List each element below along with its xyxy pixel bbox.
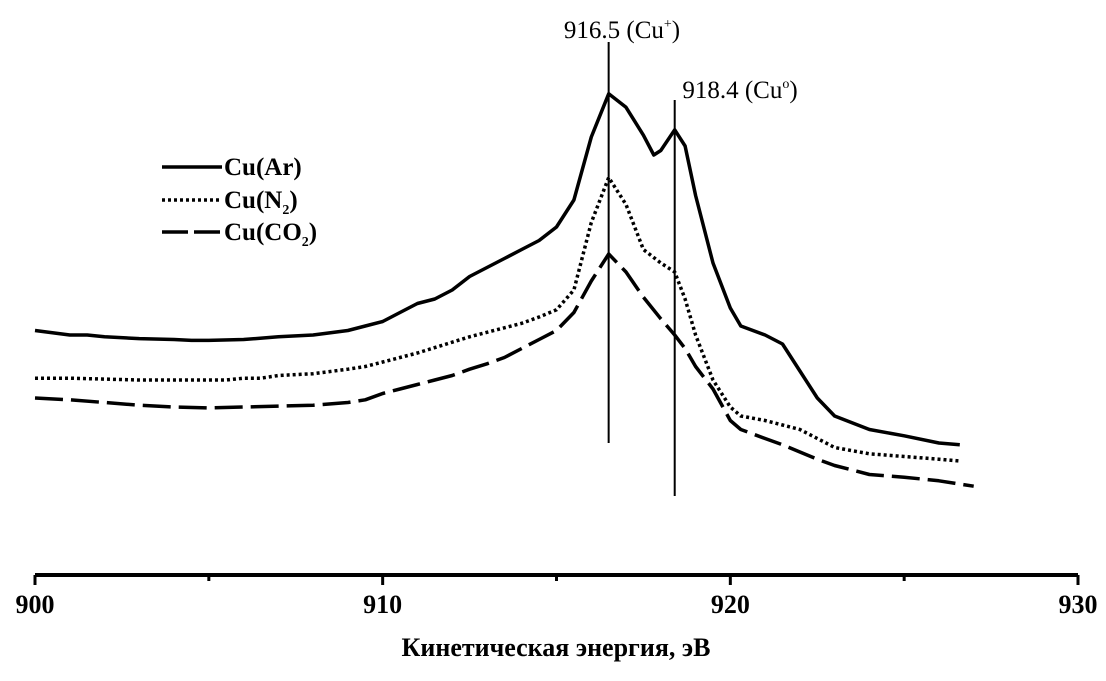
- legend-label: Cu(CO2): [224, 219, 317, 250]
- series-line-dotted: [35, 175, 960, 463]
- annotation-layer: 916.5 (Cu+) 918.4 (Cuo): [564, 17, 798, 496]
- series-line-dashed: [34, 252, 974, 488]
- x-axis: 900 910 920 930: [16, 573, 1098, 619]
- series-layer: [34, 92, 974, 488]
- legend-label: Cu(N2): [224, 187, 298, 218]
- legend-label: Cu(Ar): [224, 154, 302, 181]
- x-tick-label: 930: [1059, 590, 1098, 619]
- legend: Cu(Ar) Cu(N2)Cu(CO2): [162, 154, 317, 250]
- peak-annotation-label: 918.4 (Cuo): [682, 77, 797, 104]
- x-tick-label: 920: [711, 590, 750, 619]
- x-tick-label: 900: [16, 590, 55, 619]
- x-tick-label: 910: [363, 590, 402, 619]
- series-line-solid: [34, 92, 960, 447]
- x-axis-label: Кинетическая энергия, эВ: [402, 633, 711, 662]
- peak-annotation-label: 916.5 (Cu+): [564, 17, 680, 44]
